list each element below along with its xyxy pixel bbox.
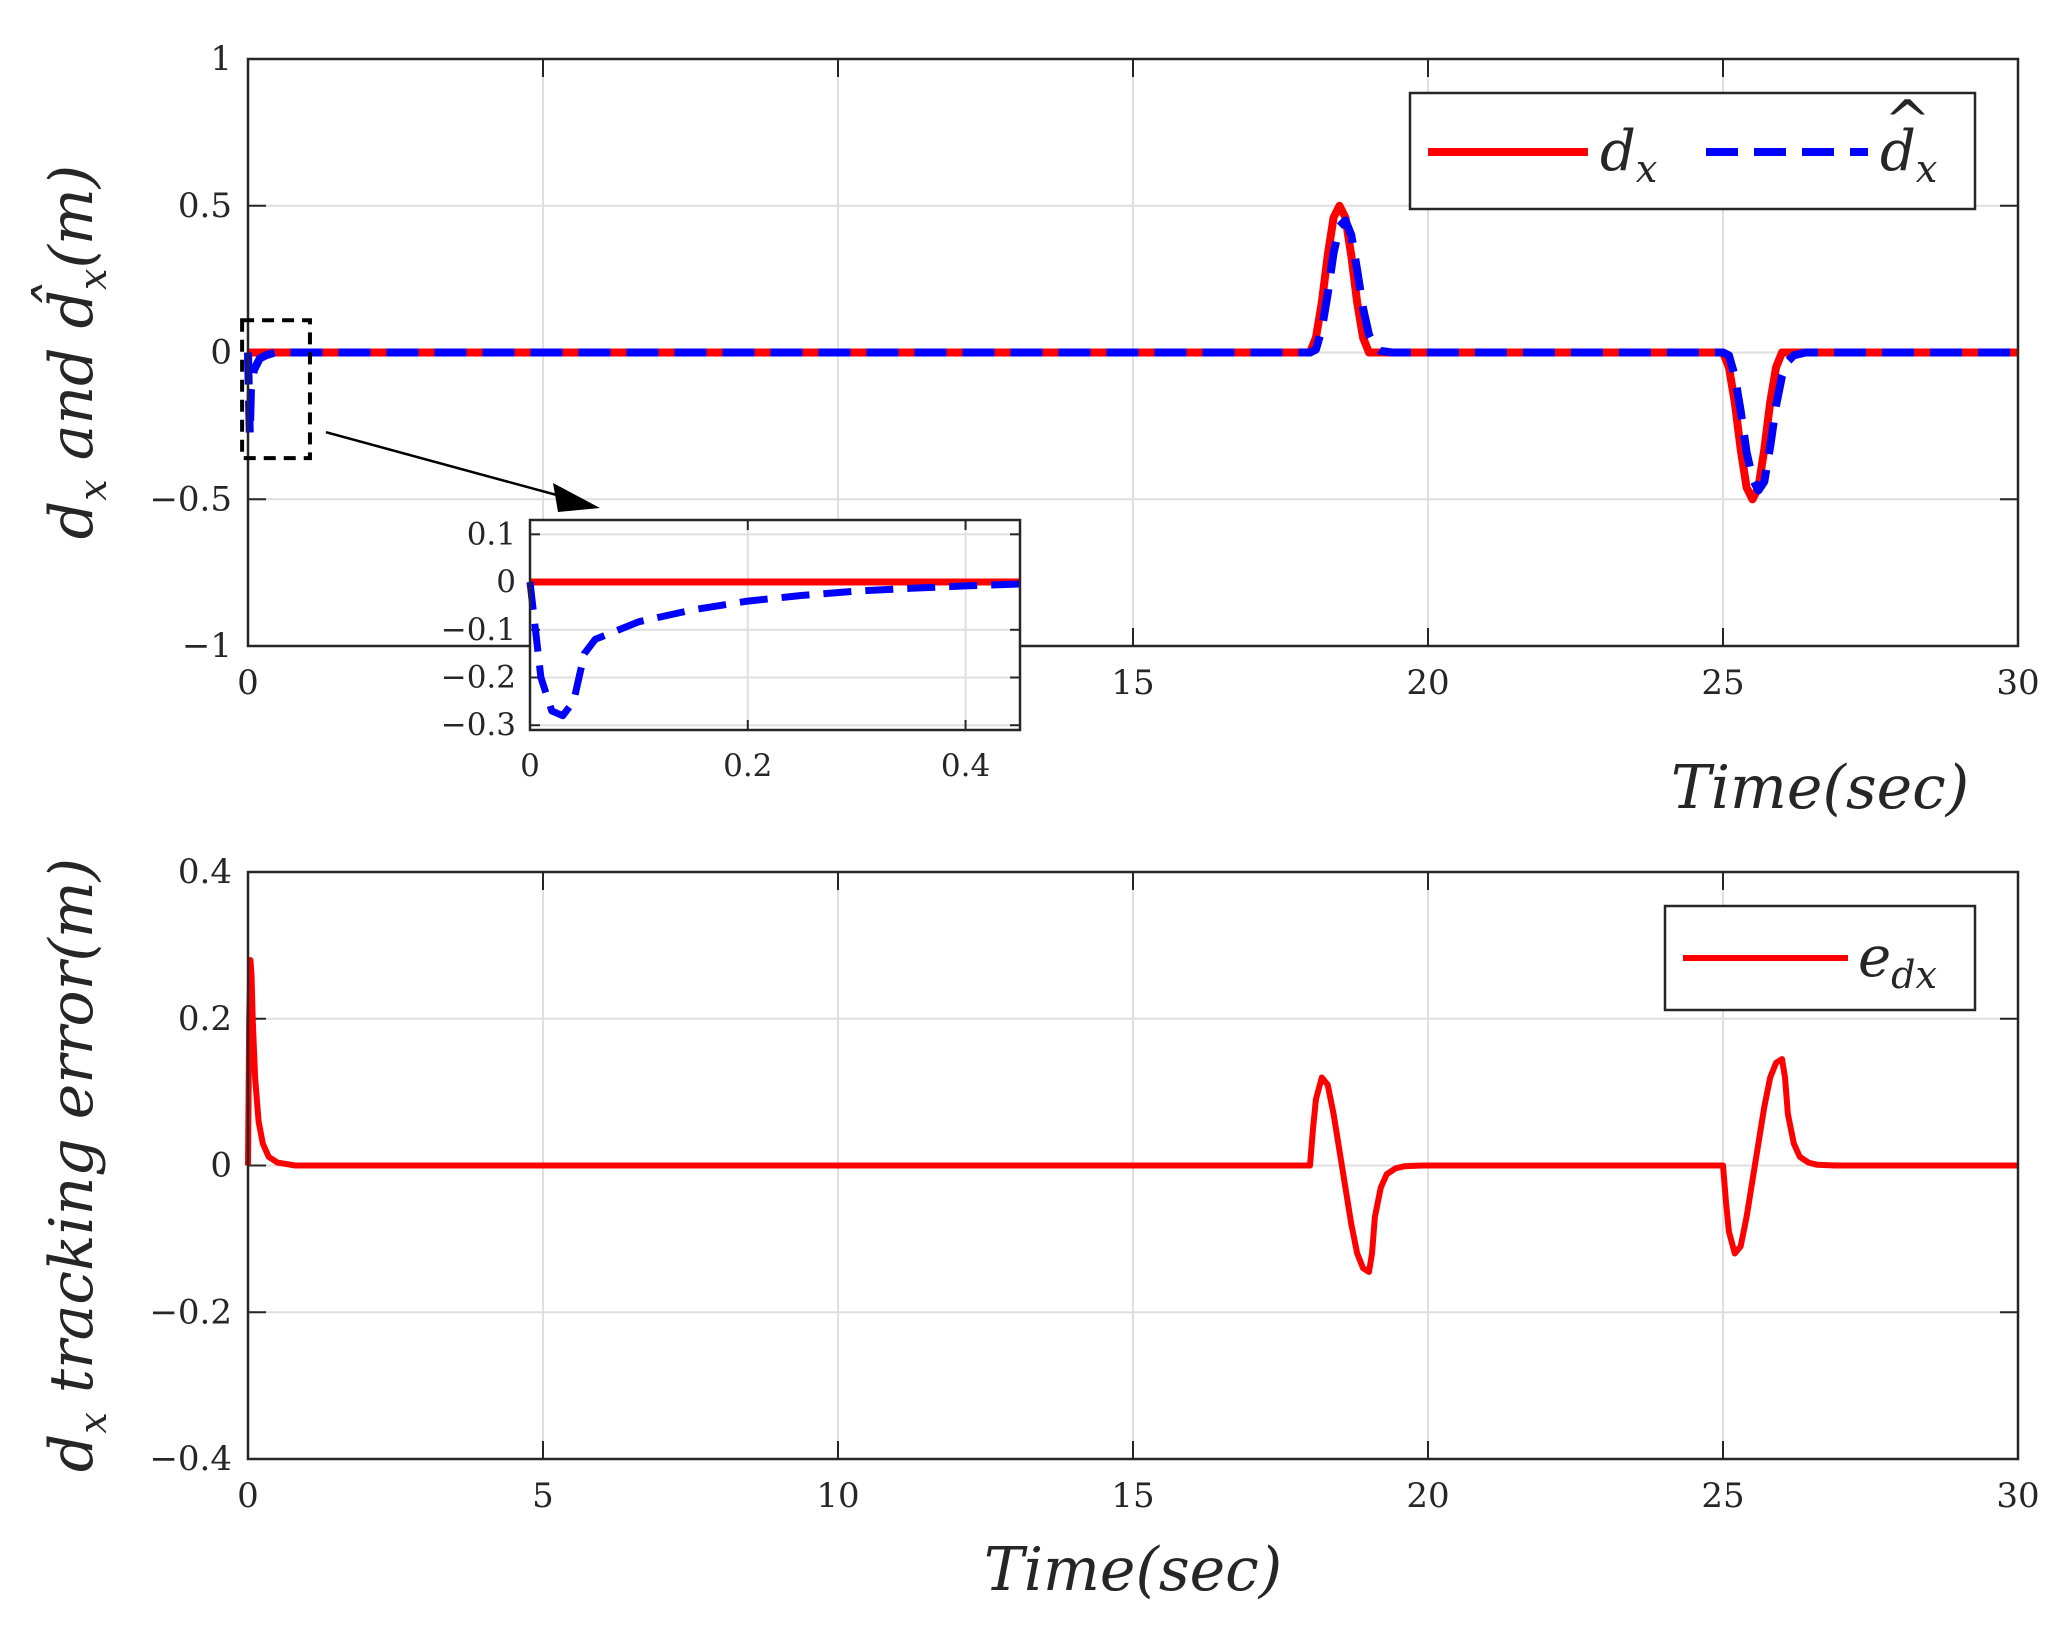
bottom-plot: 0 5 10 15 20 25 30 −0.4 −0.2 0 0.2 0.4 dx tracking … (37, 852, 2040, 1605)
bottom-xtick-label: 20 (1406, 1476, 1449, 1516)
top-series-dhat (244, 216, 2018, 495)
top-xtick-label: 25 (1701, 663, 1744, 703)
bottom-xtick-label: 0 (237, 1476, 259, 1516)
inset-ytick-label: 0.1 (467, 516, 516, 552)
inset-series (526, 578, 1021, 720)
bottom-series (245, 957, 2018, 1275)
bottom-ytick-label: 0.4 (178, 852, 232, 892)
top-xtick-label: 20 (1406, 663, 1449, 703)
bottom-x-axis-title: Time(sec) (984, 1535, 1282, 1605)
top-ytick-label: 0.5 (178, 186, 232, 226)
bottom-xtick-label: 10 (816, 1476, 859, 1516)
inset-ytick-label: −0.2 (441, 660, 516, 696)
top-x-axis-title: Time(sec) (1671, 753, 1969, 823)
inset-ytick-label: −0.1 (441, 612, 516, 648)
zoom-inset: 0 0.2 0.4 0.1 0 −0.1 −0.2 −0.3 (441, 516, 1022, 784)
top-ytick-label: −0.5 (149, 479, 232, 519)
bottom-ytick-label: −0.2 (149, 1292, 232, 1332)
inset-background (530, 520, 1020, 730)
top-tick-labels: 0 15 20 25 30 −1 −0.5 0 0.5 1 (149, 39, 2039, 703)
bottom-xtick-label: 5 (532, 1476, 554, 1516)
inset-xtick-label: 0.2 (723, 748, 772, 784)
bottom-ytick-label: −0.4 (149, 1439, 232, 1479)
bottom-series-edx (245, 957, 2018, 1275)
inset-series-dhat (526, 580, 1021, 720)
top-y-axis-title: dx and d̂x(m) (31, 165, 115, 539)
legend-hat-mark: ^ (1884, 89, 1931, 154)
zoom-region-box (240, 318, 312, 461)
top-plot: 0 15 20 25 30 −1 −0.5 0 0.5 1 dx and d̂x(m) Time(… (31, 39, 2040, 823)
legend-label-edx: edx (1858, 925, 1937, 997)
bottom-xtick-label: 15 (1111, 1476, 1154, 1516)
inset-tick-labels: 0 0.2 0.4 0.1 0 −0.1 −0.2 −0.3 (441, 516, 990, 784)
inset-xtick-label: 0 (520, 748, 540, 784)
bottom-y-axis-title: dx tracking error(m) (37, 858, 115, 1472)
legend-label-dx: dx (1600, 119, 1657, 191)
top-series (244, 201, 2018, 504)
top-ytick-label: −1 (182, 626, 232, 666)
top-legend: dx dx ^ (1408, 89, 1977, 211)
bottom-xtick-label: 25 (1701, 1476, 1744, 1516)
inset-frame (528, 518, 1022, 732)
zoom-arrow-line (325, 431, 576, 502)
inset-ytick-label: 0 (496, 564, 516, 600)
bottom-legend: edx (1663, 904, 1977, 1012)
top-ytick-label: 1 (210, 39, 232, 79)
top-xtick-label: 15 (1111, 663, 1154, 703)
bottom-ytick-label: 0.2 (178, 999, 232, 1039)
inset-xtick-label: 0.4 (941, 748, 990, 784)
bottom-plot-frame (246, 870, 2020, 1461)
zoom-arrow-head (553, 483, 600, 512)
legend-label-dhat: dx (1880, 119, 1937, 191)
bottom-ytick-label: 0 (210, 1146, 232, 1186)
top-plot-frame (246, 57, 2020, 648)
top-xtick-label: 30 (1996, 663, 2039, 703)
bottom-xtick-label: 30 (1996, 1476, 2039, 1516)
bottom-tick-labels: 0 5 10 15 20 25 30 −0.4 −0.2 0 0.2 0.4 (149, 852, 2039, 1516)
top-xtick-label: 0 (237, 663, 259, 703)
top-ytick-label: 0 (210, 333, 232, 373)
inset-ytick-label: −0.3 (441, 707, 516, 743)
